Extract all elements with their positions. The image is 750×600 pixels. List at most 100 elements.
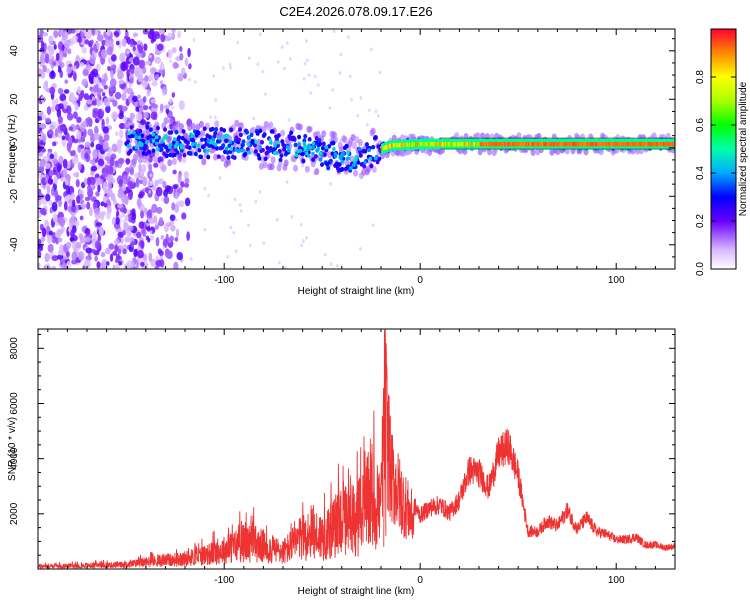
colorbar-tick-label: 0.0 — [695, 262, 706, 276]
signal-blob — [224, 133, 228, 138]
noise-speckle — [174, 218, 178, 222]
signal-blob — [163, 134, 168, 139]
noise-speckle — [103, 72, 108, 82]
noise-speckle — [175, 228, 180, 238]
noise-speckle — [40, 235, 46, 242]
signal-blob — [273, 143, 277, 148]
noise-speckle — [62, 158, 68, 169]
noise-speckle — [142, 228, 147, 238]
noise-speckle — [71, 240, 76, 250]
noise-speckle — [376, 114, 380, 118]
noise-speckle — [60, 257, 66, 264]
noise-speckle — [60, 176, 67, 183]
signal-halo — [338, 146, 344, 154]
noise-speckle — [39, 161, 45, 168]
noise-speckle — [38, 244, 44, 252]
noise-speckle — [39, 123, 46, 129]
noise-speckle — [149, 54, 152, 59]
noise-speckle — [167, 49, 173, 59]
noise-speckle — [117, 70, 124, 80]
noise-speckle — [114, 258, 120, 264]
noise-speckle — [129, 40, 134, 48]
noise-speckle — [374, 109, 378, 114]
noise-speckle — [127, 191, 133, 201]
noise-speckle — [248, 243, 252, 248]
noise-speckle — [40, 50, 45, 60]
signal-mark — [362, 164, 367, 169]
noise-speckle — [92, 230, 97, 238]
noise-speckle — [46, 106, 52, 116]
signal-halo — [480, 132, 486, 140]
noise-speckle — [38, 250, 42, 258]
noise-speckle — [71, 35, 79, 44]
signal-mark — [145, 124, 150, 130]
noise-speckle — [54, 189, 59, 199]
signal-mark — [199, 154, 204, 160]
signal-blob — [246, 142, 251, 147]
noise-speckle — [167, 125, 170, 129]
signal-mark — [196, 130, 201, 136]
noise-speckle — [126, 49, 130, 55]
noise-speckle — [70, 192, 75, 199]
snr-y-tick-label: 2000 — [9, 502, 20, 525]
noise-speckle — [115, 131, 119, 137]
noise-speckle — [77, 251, 85, 261]
noise-speckle — [169, 59, 173, 63]
noise-speckle — [144, 260, 148, 265]
spectrogram-panel: -100 0 100 -40 -20 0 20 40 Height of straight … — [7, 28, 676, 297]
noise-speckle — [207, 193, 210, 198]
noise-speckle — [59, 61, 65, 69]
signal-halo — [293, 164, 299, 172]
noise-speckle — [77, 162, 82, 171]
noise-speckle — [56, 163, 62, 173]
noise-speckle — [329, 182, 332, 186]
signal-mark — [258, 128, 263, 134]
spectrogram-y-label: Frequency (Hz) — [7, 115, 18, 184]
noise-speckle — [75, 179, 80, 188]
signal-mark — [128, 148, 133, 154]
noise-speckle — [56, 108, 62, 118]
signal-mark — [169, 130, 174, 135]
noise-speckle — [108, 148, 113, 154]
noise-speckle — [155, 186, 163, 197]
noise-speckle — [62, 52, 68, 58]
signal-halo — [153, 155, 159, 163]
noise-speckle — [84, 141, 91, 148]
noise-speckle — [38, 145, 42, 153]
signal-blob — [134, 135, 138, 140]
noise-speckle — [53, 44, 57, 50]
noise-speckle — [126, 237, 133, 243]
noise-speckle — [187, 47, 191, 58]
signal-mark — [301, 158, 306, 164]
noise-speckle — [103, 84, 108, 90]
noise-speckle — [118, 112, 124, 120]
colorbar-tick-label: 0.6 — [695, 118, 706, 132]
spectrogram-x-axis: -100 0 100 — [47, 29, 676, 286]
signal-blob — [332, 147, 336, 152]
noise-speckle — [156, 206, 163, 214]
signal-mark — [369, 163, 374, 169]
noise-speckle — [127, 225, 134, 232]
noise-speckle — [93, 132, 100, 141]
noise-speckle — [94, 30, 99, 36]
noise-speckle — [67, 199, 74, 204]
noise-speckle — [61, 135, 66, 141]
noise-speckle — [154, 179, 159, 187]
noise-speckle — [154, 265, 160, 269]
noise-speckle — [126, 69, 130, 78]
noise-speckle — [113, 31, 119, 36]
signal-blob — [126, 144, 131, 149]
signal-blob — [303, 145, 308, 150]
noise-speckle — [95, 191, 100, 197]
noise-speckle — [115, 217, 120, 225]
noise-speckle — [92, 149, 98, 160]
noise-speckle — [66, 66, 72, 75]
signal-halo — [280, 129, 286, 137]
noise-speckle — [52, 99, 56, 107]
signal-mark — [175, 150, 180, 155]
noise-speckle — [172, 184, 178, 190]
noise-speckle — [147, 209, 153, 219]
noise-speckle — [178, 200, 185, 208]
signal-mark — [226, 155, 231, 160]
